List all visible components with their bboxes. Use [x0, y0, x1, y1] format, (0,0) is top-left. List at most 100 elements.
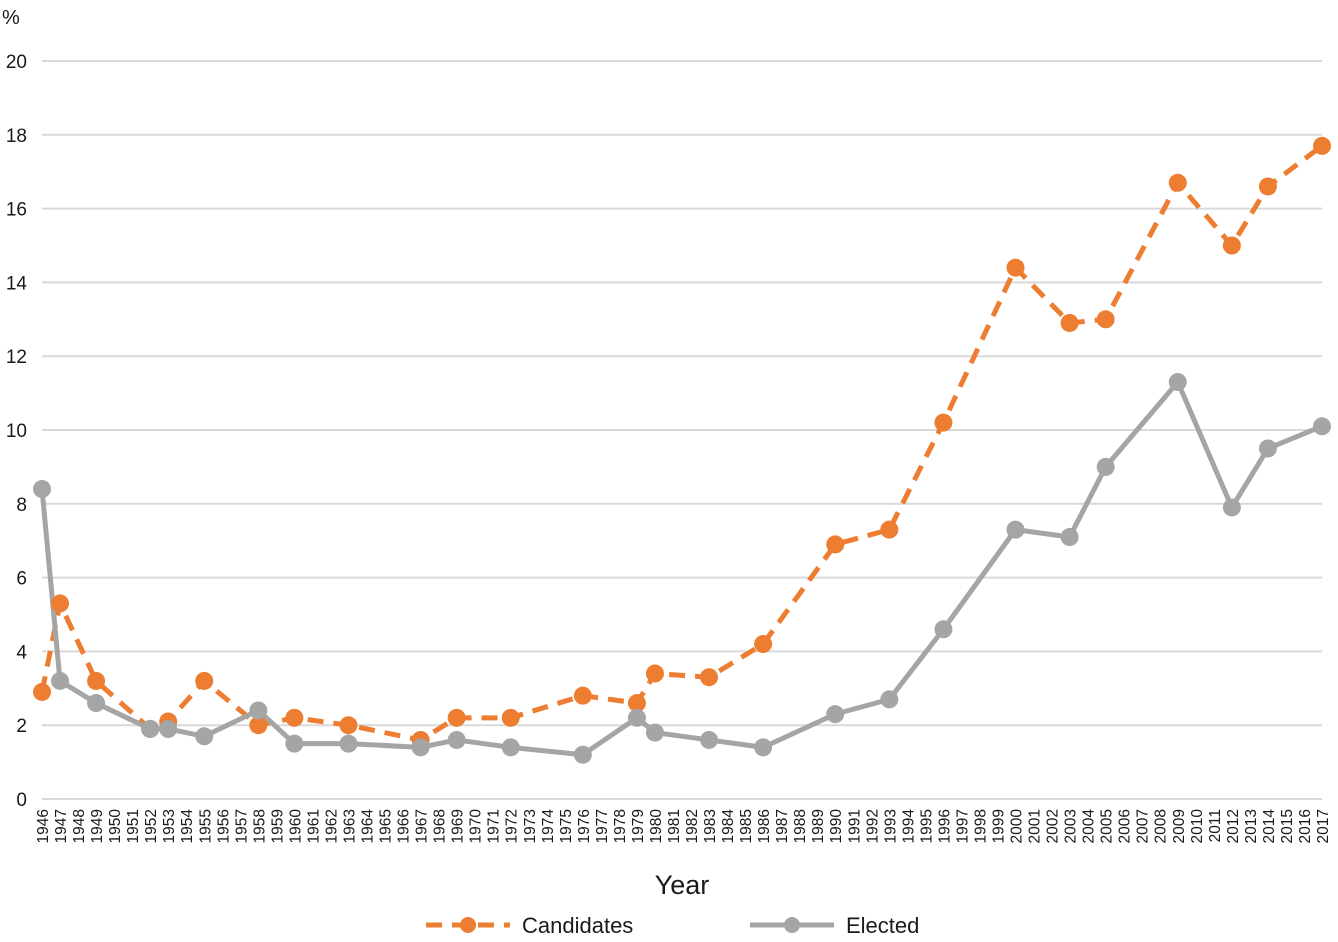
- data-point-candidates: [195, 671, 214, 690]
- x-tick-label: 2001: [1027, 809, 1044, 843]
- data-point-candidates: [1168, 173, 1187, 192]
- y-tick-label: 10: [6, 421, 27, 442]
- x-tick-label: 1978: [612, 809, 629, 843]
- data-point-elected: [1096, 457, 1115, 476]
- data-point-elected: [411, 738, 430, 757]
- data-point-elected: [51, 671, 70, 690]
- legend: Candidates Elected: [426, 913, 919, 938]
- data-point-candidates: [1060, 313, 1079, 332]
- x-tick-label: 1982: [684, 809, 701, 843]
- x-tick-label: 1971: [486, 809, 503, 843]
- x-tick-label: 1948: [71, 809, 88, 843]
- data-point-elected: [1222, 498, 1241, 517]
- x-tick-label: 1994: [900, 809, 917, 844]
- x-axis-ticks: 1946 1947 1948 1949 1950 1951 1952 1953 1954 1955…: [35, 809, 1332, 844]
- x-tick-label: 1999: [990, 809, 1007, 843]
- x-tick-label: 1984: [720, 809, 737, 844]
- y-tick-label: 12: [6, 347, 27, 368]
- x-tick-label: 1972: [504, 809, 521, 843]
- x-tick-label: 1954: [179, 809, 196, 844]
- x-tick-label: 1949: [89, 809, 106, 843]
- x-tick-label: 1967: [414, 809, 431, 843]
- x-tick-label: 1980: [648, 809, 665, 844]
- data-point-candidates: [33, 682, 51, 701]
- data-point-elected: [826, 705, 845, 724]
- data-point-candidates: [501, 708, 520, 727]
- x-tick-label: 1968: [432, 809, 449, 843]
- x-tick-label: 1958: [251, 809, 268, 843]
- x-tick-label: 1981: [666, 809, 683, 843]
- x-tick-label: 1973: [522, 809, 539, 843]
- y-tick-label: 16: [6, 200, 27, 221]
- x-tick-label: 1989: [810, 809, 827, 843]
- x-tick-label: 2017: [1315, 809, 1332, 843]
- data-point-candidates: [285, 708, 304, 727]
- legend-marker-candidates: [460, 917, 476, 933]
- data-point-candidates: [645, 664, 664, 683]
- data-point-candidates: [249, 716, 268, 735]
- x-tick-label: 1956: [215, 809, 232, 843]
- data-point-elected: [159, 719, 178, 738]
- x-tick-label: 1957: [233, 809, 250, 843]
- x-tick-label: 1995: [918, 809, 935, 843]
- x-tick-label: 1975: [558, 809, 575, 843]
- x-tick-label: 1987: [774, 809, 791, 843]
- x-tick-label: 2005: [1099, 809, 1116, 843]
- x-tick-label: 2013: [1243, 809, 1260, 843]
- x-tick-label: 1955: [197, 809, 214, 843]
- y-tick-label: 14: [6, 273, 28, 294]
- x-tick-label: 2002: [1045, 809, 1062, 843]
- data-point-candidates: [1006, 258, 1025, 277]
- data-point-elected: [627, 708, 646, 727]
- x-tick-label: 1996: [936, 809, 953, 843]
- y-tick-label: 6: [16, 569, 27, 590]
- data-point-elected: [447, 730, 466, 749]
- x-tick-label: 1985: [738, 809, 755, 843]
- x-tick-label: 1946: [35, 809, 52, 843]
- x-tick-label: 1976: [576, 809, 593, 843]
- y-axis-ticks: 0 2 4 6 8 10 12 14 16 18 20: [6, 52, 28, 811]
- data-point-elected: [1060, 528, 1079, 547]
- data-point-candidates: [700, 668, 719, 687]
- x-tick-label: 2014: [1261, 809, 1278, 844]
- x-tick-label: 1951: [125, 809, 142, 843]
- x-tick-label: 1977: [594, 809, 611, 843]
- x-tick-label: 2009: [1171, 809, 1188, 843]
- data-point-elected: [501, 738, 520, 757]
- x-tick-label: 1962: [323, 809, 340, 843]
- x-tick-label: 1993: [882, 809, 899, 843]
- y-tick-label: 2: [16, 716, 27, 737]
- x-tick-label: 1959: [269, 809, 286, 843]
- x-tick-label: 1992: [864, 809, 881, 843]
- x-tick-label: 1997: [954, 809, 971, 843]
- x-tick-label: 1963: [341, 809, 358, 843]
- x-tick-label: 1988: [792, 809, 809, 843]
- data-point-elected: [339, 734, 358, 753]
- data-point-candidates: [1313, 136, 1331, 155]
- data-point-candidates: [627, 694, 646, 713]
- series-line-elected: [39, 379, 1323, 758]
- data-point-elected: [645, 723, 664, 742]
- x-tick-label: 1979: [630, 809, 647, 843]
- data-point-elected: [249, 701, 268, 720]
- x-tick-label: 2006: [1117, 809, 1134, 843]
- data-point-candidates: [339, 716, 358, 735]
- y-tick-label: 0: [16, 790, 27, 811]
- y-tick-label: 18: [6, 126, 27, 147]
- data-point-elected: [87, 694, 106, 713]
- data-point-candidates: [754, 635, 773, 654]
- legend-label-candidates: Candidates: [522, 913, 633, 938]
- x-tick-label: 1998: [972, 809, 989, 843]
- x-tick-label: 2003: [1063, 809, 1080, 843]
- x-tick-label: 1966: [396, 809, 413, 843]
- data-point-elected: [285, 734, 304, 753]
- data-point-elected: [141, 719, 160, 738]
- x-tick-label: 2011: [1207, 809, 1224, 842]
- x-tick-label: 2015: [1279, 809, 1296, 843]
- data-point-candidates: [87, 671, 106, 690]
- x-tick-label: 2004: [1081, 809, 1098, 844]
- x-tick-label: 2010: [1189, 809, 1206, 844]
- x-tick-label: 1947: [53, 809, 70, 843]
- x-axis-title: Year: [655, 870, 710, 900]
